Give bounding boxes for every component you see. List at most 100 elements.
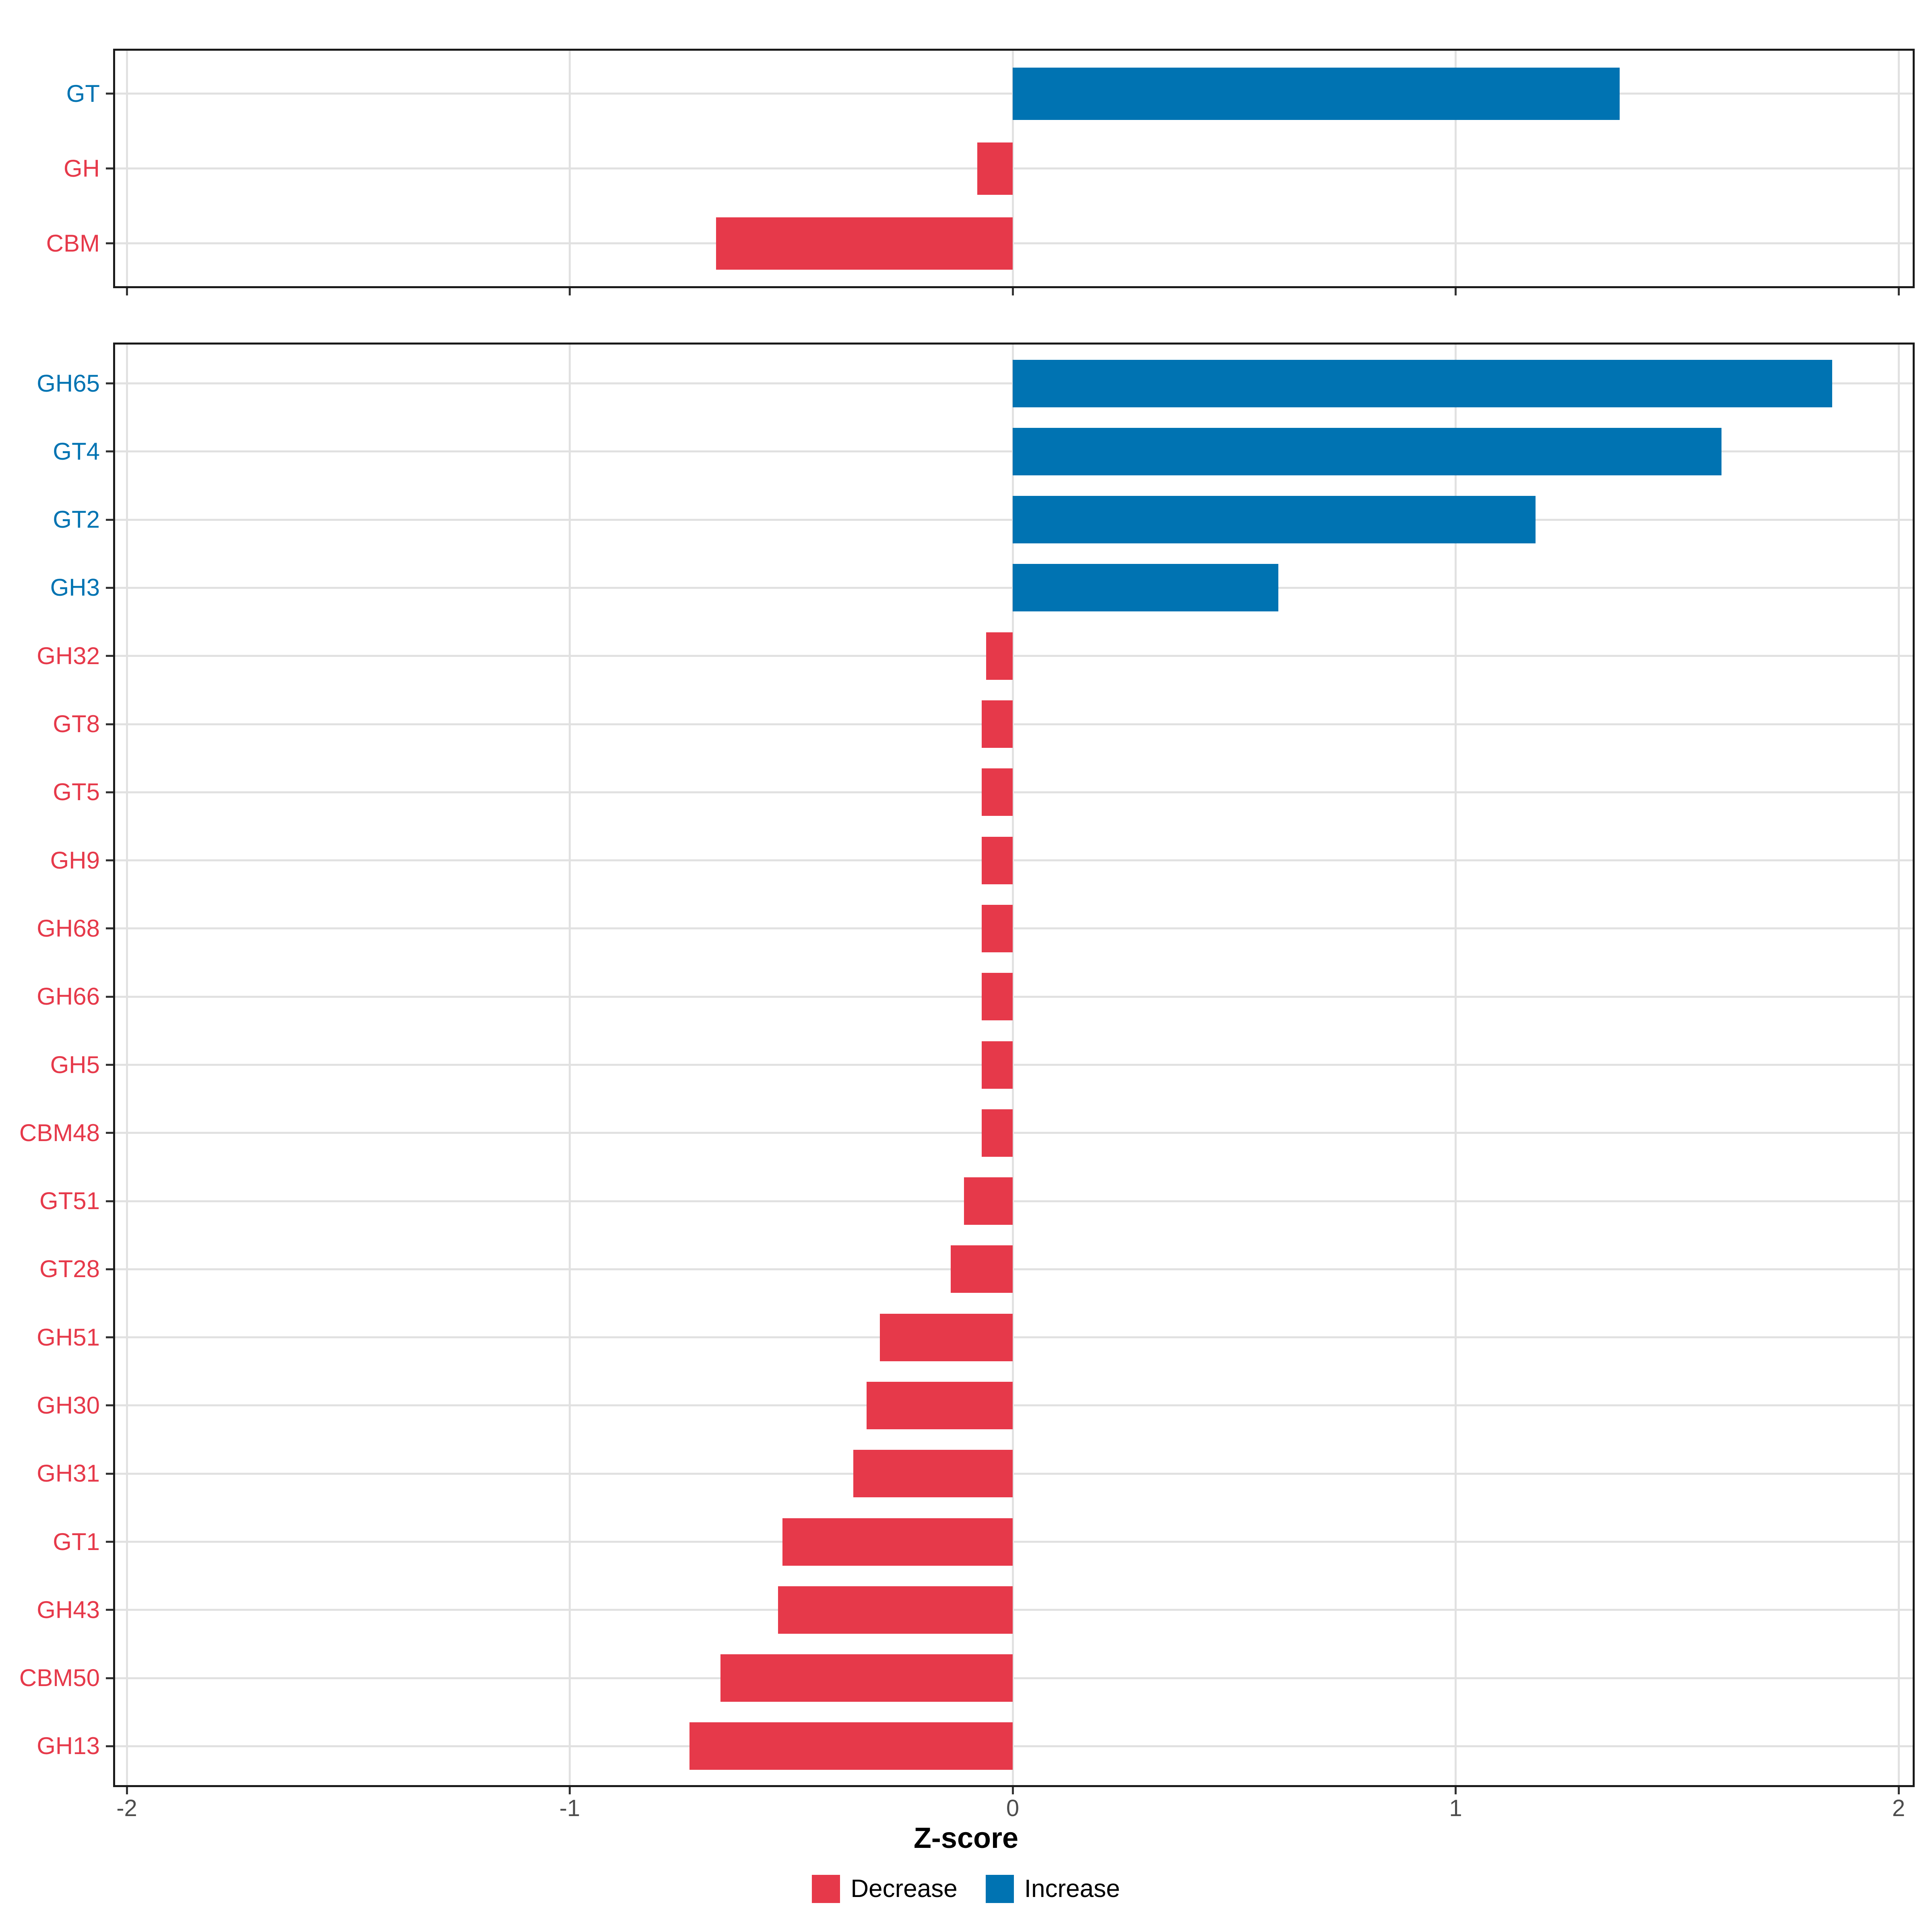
grid-line-horizontal: [113, 167, 1915, 170]
legend-item-increase: Increase: [985, 1875, 1120, 1903]
y-tick-GT4: [106, 450, 113, 453]
x-tick: [1897, 288, 1900, 295]
bar-GH5: [982, 1041, 1013, 1089]
y-tick-GH65: [106, 382, 113, 385]
bar-GT5: [982, 768, 1013, 816]
grid-line-horizontal: [113, 859, 1915, 862]
y-tick-GH68: [106, 927, 113, 930]
y-tick-GT1: [106, 1541, 113, 1543]
grid-line-horizontal: [113, 995, 1915, 998]
y-label-CBM: CBM: [46, 229, 100, 257]
y-label-GH31: GH31: [37, 1460, 100, 1487]
y-label-GH68: GH68: [37, 914, 100, 942]
grid-line-horizontal: [113, 1677, 1915, 1679]
y-label-CBM48: CBM48: [19, 1119, 100, 1146]
bar-GT51: [964, 1177, 1013, 1225]
grid-line-horizontal: [113, 1132, 1915, 1134]
y-tick-GT: [106, 93, 113, 95]
bar-GH32: [986, 632, 1013, 680]
y-label-GT: GT: [66, 80, 100, 107]
x-tick: [569, 288, 571, 295]
y-tick-GH32: [106, 655, 113, 657]
bar-CBM: [716, 217, 1013, 270]
x-tick: [1897, 1787, 1900, 1794]
bar-GH66: [982, 973, 1013, 1021]
grid-line-horizontal: [113, 1541, 1915, 1543]
legend-swatch-increase: [985, 1875, 1014, 1903]
legend-label-increase: Increase: [1024, 1875, 1120, 1903]
x-tick: [569, 1787, 571, 1794]
bar-GT2: [1013, 496, 1536, 544]
x-tick: [126, 1787, 128, 1794]
bar-GH3: [1013, 564, 1279, 612]
x-tick: [1011, 288, 1014, 295]
y-label-GT4: GT4: [53, 438, 100, 465]
grid-line-horizontal: [113, 242, 1915, 245]
bar-GH65: [1013, 359, 1832, 407]
bar-GH51: [879, 1313, 1013, 1361]
y-tick-GH9: [106, 859, 113, 862]
x-tick: [1011, 1787, 1014, 1794]
y-tick-GH: [106, 167, 113, 170]
y-label-GH3: GH3: [50, 574, 100, 601]
x-tick-label--2: -2: [116, 1795, 137, 1821]
y-label-GT5: GT5: [53, 778, 100, 806]
y-tick-GH30: [106, 1404, 113, 1407]
grid-line-horizontal: [113, 791, 1915, 793]
x-tick: [1455, 1787, 1457, 1794]
grid-line-horizontal: [113, 1268, 1915, 1270]
legend-item-decrease: Decrease: [812, 1875, 958, 1903]
x-tick-label-0: 0: [1006, 1795, 1020, 1821]
grid-line-horizontal: [113, 723, 1915, 725]
bar-GT: [1013, 67, 1620, 120]
y-tick-GH43: [106, 1609, 113, 1611]
y-tick-GT2: [106, 518, 113, 521]
y-label-GH9: GH9: [50, 846, 100, 874]
bar-GT8: [982, 700, 1013, 748]
y-label-GT8: GT8: [53, 710, 100, 737]
x-tick-label-2: 2: [1892, 1795, 1905, 1821]
bar-GT4: [1013, 427, 1721, 475]
y-tick-CBM: [106, 242, 113, 245]
legend: Decrease Increase: [0, 1875, 1932, 1903]
bar-CBM50: [720, 1654, 1013, 1702]
grid-line-horizontal: [113, 1064, 1915, 1066]
y-label-GH51: GH51: [37, 1323, 100, 1351]
bar-GH68: [982, 904, 1013, 952]
y-tick-GH3: [106, 586, 113, 589]
y-label-GH5: GH5: [50, 1051, 100, 1078]
y-tick-GH66: [106, 995, 113, 998]
y-label-GH32: GH32: [37, 642, 100, 669]
y-label-GH13: GH13: [37, 1732, 100, 1760]
y-tick-GH51: [106, 1336, 113, 1339]
y-tick-CBM48: [106, 1132, 113, 1134]
grid-line-horizontal: [113, 655, 1915, 657]
y-tick-GH5: [106, 1064, 113, 1066]
y-label-GH65: GH65: [37, 369, 100, 397]
grid-line-horizontal: [113, 1472, 1915, 1475]
y-label-GH30: GH30: [37, 1391, 100, 1419]
y-label-GH: GH: [64, 155, 100, 182]
y-label-GT2: GT2: [53, 506, 100, 533]
bar-CBM48: [982, 1109, 1013, 1157]
y-tick-GT5: [106, 791, 113, 793]
y-tick-GT8: [106, 723, 113, 725]
grid-line-horizontal: [113, 1404, 1915, 1407]
bar-GT28: [950, 1245, 1013, 1293]
y-label-GH43: GH43: [37, 1596, 100, 1623]
y-tick-GT28: [106, 1268, 113, 1270]
bar-GH13: [689, 1722, 1013, 1770]
bar-GH43: [778, 1586, 1013, 1634]
grid-line-horizontal: [113, 1609, 1915, 1611]
grid-line-horizontal: [113, 1745, 1915, 1747]
y-tick-CBM50: [106, 1677, 113, 1679]
x-tick-label-1: 1: [1449, 1795, 1462, 1821]
y-label-GT28: GT28: [39, 1255, 100, 1283]
x-tick: [1455, 288, 1457, 295]
grid-line-horizontal: [113, 927, 1915, 930]
y-label-CBM50: CBM50: [19, 1664, 100, 1692]
bar-GH: [977, 142, 1013, 195]
y-tick-GH13: [106, 1745, 113, 1747]
y-label-GT51: GT51: [39, 1187, 100, 1215]
